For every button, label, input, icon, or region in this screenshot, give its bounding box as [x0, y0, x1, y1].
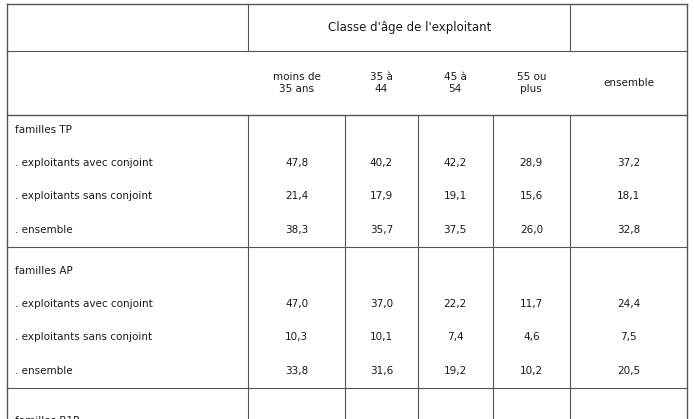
Text: familles TP: familles TP: [15, 125, 72, 135]
Text: ensemble: ensemble: [603, 78, 654, 88]
Text: 4,6: 4,6: [523, 332, 540, 342]
Text: 26,0: 26,0: [520, 225, 543, 235]
Text: 40,2: 40,2: [370, 158, 393, 168]
Text: 19,1: 19,1: [443, 191, 467, 202]
Text: . ensemble: . ensemble: [15, 225, 73, 235]
Text: 7,5: 7,5: [620, 332, 637, 342]
Text: 10,2: 10,2: [520, 366, 543, 376]
Text: . exploitants avec conjoint: . exploitants avec conjoint: [15, 158, 153, 168]
Text: familles AP: familles AP: [15, 266, 73, 276]
Text: 37,2: 37,2: [617, 158, 640, 168]
Text: . exploitants sans conjoint: . exploitants sans conjoint: [15, 191, 152, 202]
Text: familles B1P: familles B1P: [15, 416, 80, 419]
Text: . exploitants sans conjoint: . exploitants sans conjoint: [15, 332, 152, 342]
Text: 20,5: 20,5: [617, 366, 640, 376]
Text: 17,9: 17,9: [370, 191, 393, 202]
Text: 11,7: 11,7: [520, 298, 543, 308]
Text: 22,2: 22,2: [443, 298, 467, 308]
Text: 7,4: 7,4: [447, 332, 464, 342]
Text: 45 à
54: 45 à 54: [443, 72, 466, 94]
Text: Classe d'âge de l'exploitant: Classe d'âge de l'exploitant: [328, 21, 491, 34]
Text: . ensemble: . ensemble: [15, 366, 73, 376]
Text: 19,2: 19,2: [443, 366, 467, 376]
Text: 38,3: 38,3: [285, 225, 308, 235]
Text: 18,1: 18,1: [617, 191, 640, 202]
Text: 21,4: 21,4: [285, 191, 308, 202]
Text: 10,1: 10,1: [370, 332, 393, 342]
Text: 35,7: 35,7: [370, 225, 393, 235]
Text: 55 ou
plus: 55 ou plus: [516, 72, 546, 94]
Text: 37,0: 37,0: [370, 298, 393, 308]
Text: 47,8: 47,8: [285, 158, 308, 168]
Text: 32,8: 32,8: [617, 225, 640, 235]
Text: 31,6: 31,6: [370, 366, 393, 376]
Text: 42,2: 42,2: [443, 158, 467, 168]
Text: 24,4: 24,4: [617, 298, 640, 308]
Text: 37,5: 37,5: [443, 225, 467, 235]
Text: 15,6: 15,6: [520, 191, 543, 202]
Text: . exploitants avec conjoint: . exploitants avec conjoint: [15, 298, 153, 308]
Text: 47,0: 47,0: [285, 298, 308, 308]
Text: 10,3: 10,3: [285, 332, 308, 342]
Text: 28,9: 28,9: [520, 158, 543, 168]
Text: 33,8: 33,8: [285, 366, 308, 376]
Text: 35 à
44: 35 à 44: [370, 72, 393, 94]
Text: moins de
35 ans: moins de 35 ans: [273, 72, 321, 94]
